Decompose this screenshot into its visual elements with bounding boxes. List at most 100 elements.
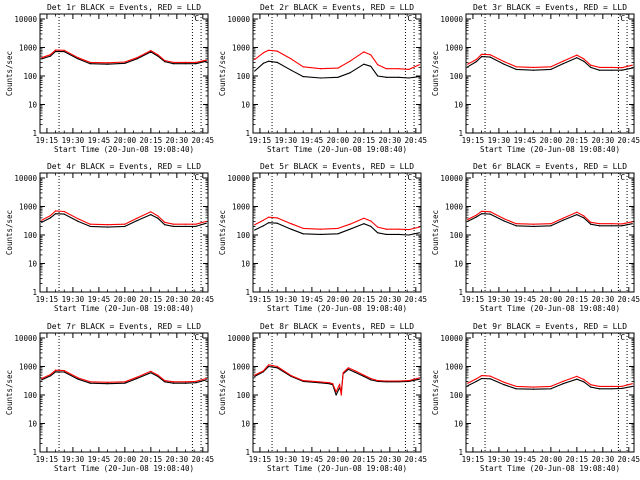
panel-2-xtick-label: 19:15 [249, 136, 272, 145]
panel-2-point-lld [290, 58, 292, 60]
panel-9-xtick-label: 19:15 [462, 455, 485, 464]
panel-3-xtick-label: 20:30 [592, 136, 615, 145]
panel-9-ytick-label: 10000 [440, 334, 463, 343]
panel-7-point-events [49, 375, 52, 377]
panel-7-xtick-label: 20:45 [192, 455, 215, 464]
panel-3-point-lld [467, 63, 469, 65]
panel-1-ytick-label: 100 [23, 72, 37, 81]
panel-6-ytick-label: 10000 [440, 174, 463, 183]
panel-2-point-lld [408, 68, 410, 70]
panel-1-point-events [41, 58, 43, 60]
panel-1-point-lld [55, 49, 57, 51]
panel-7-point-events [77, 378, 79, 380]
panel-1-point-events [63, 51, 65, 53]
panel-4-point-lld [150, 211, 152, 213]
panel-9-point-lld [503, 381, 505, 383]
panel-7-marker-label: C [194, 333, 199, 342]
panel-5-point-lld [408, 229, 410, 231]
panel-6-point-lld [562, 217, 564, 219]
panel-3-point-lld [576, 54, 578, 56]
panel-9-marker-label: C [620, 333, 625, 342]
panel-1-point-events [106, 63, 109, 65]
panel-2-point-lld [337, 67, 339, 69]
panel-4-point-lld [55, 210, 57, 212]
panel-9-point-events [631, 385, 633, 387]
panel-7-point-events [195, 382, 197, 384]
panel-7-xtick-label: 19:15 [36, 455, 59, 464]
panel-8-ylabel: Counts/sec [218, 370, 227, 415]
panel-5-point-lld [268, 216, 270, 218]
panel-1-point-lld [136, 57, 138, 59]
panel-1-series-events [41, 50, 207, 65]
panel-2-point-events [262, 62, 264, 64]
panel-6-point-events [532, 225, 535, 227]
panel-7-point-lld [150, 370, 152, 372]
panel-6-point-events [610, 225, 613, 227]
panel-3-series-events [467, 56, 633, 71]
panel-2-point-events [254, 70, 256, 72]
panel-5-point-lld [363, 217, 365, 219]
panel-7-point-lld [63, 370, 65, 372]
panel-6-point-events [475, 216, 477, 218]
panel-7-point-events [55, 371, 57, 373]
panel-9-point-events [515, 388, 517, 390]
panel-5-point-lld [276, 217, 278, 219]
panel-3-point-events [598, 69, 601, 71]
panel-7-series-events [41, 371, 207, 385]
panel-6-point-events [598, 225, 601, 227]
panel-7-point-events [136, 377, 138, 380]
panel-8-title: Det 8r BLACK = Events, RED = LLD [260, 322, 414, 331]
panel-1-point-events [184, 63, 187, 65]
panel-5-point-lld [254, 224, 256, 226]
panel-9-point-lld [481, 375, 483, 377]
panel-9-point-events [532, 388, 535, 390]
panel-8-xtick-label: 20:30 [379, 455, 402, 464]
panel-7-point-events [41, 379, 43, 381]
panel-2-point-lld [262, 52, 264, 54]
panel-2-frame [252, 13, 422, 134]
panel-9-ylabel: Counts/sec [431, 370, 440, 415]
panel-1-point-lld [41, 57, 43, 59]
panel-4-series-events [41, 213, 207, 228]
panel-6-point-lld [610, 223, 613, 225]
panel-5-ytick-label: 10 [241, 260, 251, 269]
panel-2-point-lld [397, 68, 400, 70]
panel-1-xtick-label: 19:45 [88, 136, 111, 145]
panel-6-frame [465, 172, 635, 293]
panel-2-xtick-label: 19:45 [301, 136, 324, 145]
panel-5-point-events [337, 233, 339, 235]
panel-2-ytick-label: 1000 [232, 44, 251, 53]
panel-6-series-events [467, 213, 633, 227]
panel-8-point-lld [328, 382, 330, 384]
panel-8-point-events [363, 375, 365, 377]
panel-5-point-events [349, 228, 351, 230]
panel-8-point-events [268, 365, 270, 368]
panel-5-xtick-label: 20:00 [327, 295, 350, 304]
panel-2-point-events [385, 76, 387, 78]
panel-6-point-lld [481, 210, 483, 212]
panel-2-ylabel: Counts/sec [218, 51, 227, 96]
panel-8-point-lld [418, 377, 420, 379]
panel-1-marker-label: C [194, 14, 199, 23]
panel-7-xtick-label: 19:30 [62, 455, 85, 464]
panel-2-point-events [363, 63, 365, 65]
panel-2-series-events [254, 60, 420, 79]
panel-8-point-lld [262, 370, 264, 372]
panel-9-point-events [503, 384, 505, 386]
panel-3-point-lld [621, 67, 623, 69]
panel-9-frame [465, 332, 635, 453]
panel-8-point-lld [408, 380, 410, 382]
panel-4-xtick-label: 20:00 [114, 295, 137, 304]
panel-9-point-events [598, 388, 601, 390]
panel-4-point-lld [124, 223, 126, 225]
panel-8-point-events [318, 382, 320, 384]
panel-4-point-events [172, 225, 174, 227]
panel-7-point-events [124, 382, 126, 384]
panel-9-point-events [489, 378, 491, 380]
panel-6-marker-label: C [620, 173, 625, 182]
panel-4-xtick-label: 19:45 [88, 295, 111, 304]
panel-1-point-lld [150, 50, 152, 52]
panel-9-xtick-label: 19:45 [514, 455, 537, 464]
panel-3-ytick-label: 100 [449, 72, 463, 81]
panel-5-point-lld [262, 219, 264, 221]
